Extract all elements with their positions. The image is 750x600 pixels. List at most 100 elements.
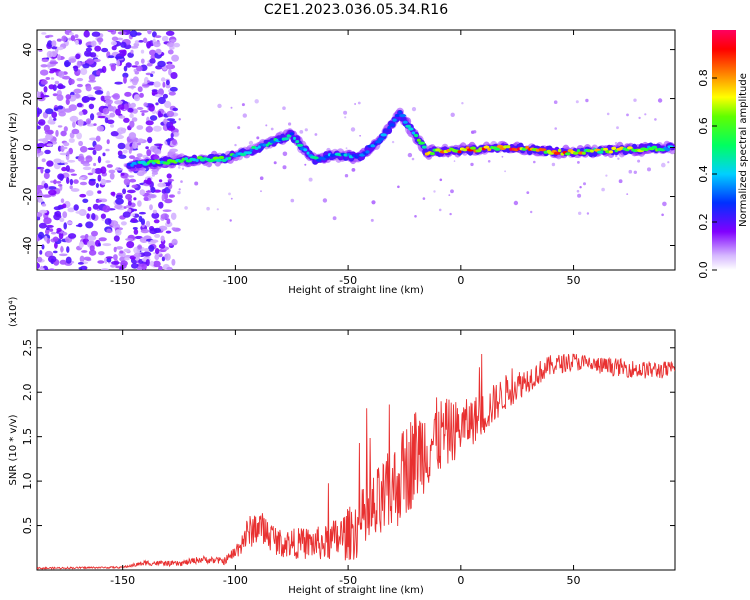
noise-speck <box>58 111 66 117</box>
noise-speck <box>158 243 166 249</box>
noise-speck <box>132 227 138 230</box>
noise-speck <box>254 99 259 104</box>
noise-speck <box>106 228 112 233</box>
noise-speck <box>40 79 48 85</box>
noise-speck <box>157 182 167 188</box>
noise-speck <box>110 124 114 128</box>
noise-speck <box>127 52 134 58</box>
noise-speck <box>106 139 110 145</box>
noise-speck <box>146 41 152 49</box>
noise-speck <box>166 218 171 225</box>
noise-speck <box>74 39 79 45</box>
noise-speck <box>154 94 163 98</box>
noise-speck <box>134 61 140 66</box>
noise-speck <box>171 238 178 246</box>
noise-speck <box>131 263 139 269</box>
noise-speck <box>98 242 101 247</box>
ridge-core <box>408 127 414 131</box>
noise-speck <box>127 201 132 206</box>
ridge-core <box>289 132 295 136</box>
noise-speck <box>180 180 183 183</box>
ridge-core <box>609 150 613 154</box>
noise-speck <box>106 257 112 263</box>
noise-speck <box>133 42 140 48</box>
noise-speck <box>132 78 138 86</box>
noise-speck <box>344 116 347 119</box>
noise-speck <box>229 219 232 222</box>
noise-speck <box>141 112 145 117</box>
noise-speck <box>308 177 313 182</box>
noise-speck <box>166 42 175 47</box>
noise-speck <box>85 155 93 163</box>
noise-speck <box>448 194 451 197</box>
noise-speck <box>256 136 260 140</box>
noise-speck <box>137 244 143 250</box>
noise-speck <box>68 138 75 143</box>
noise-speck <box>91 213 96 220</box>
ridge-core <box>392 118 397 122</box>
noise-speck <box>37 125 41 130</box>
noise-speck <box>504 170 506 173</box>
y-tick-label: 2.0 <box>21 383 34 401</box>
colorbar-tick-label: 0.0 <box>697 261 710 279</box>
noise-speck <box>127 175 135 178</box>
noise-speck <box>181 167 185 170</box>
noise-speck <box>57 125 63 128</box>
noise-speck <box>146 149 152 157</box>
noise-speck <box>82 166 92 171</box>
noise-speck <box>97 156 102 164</box>
noise-speck <box>48 189 57 196</box>
noise-speck <box>140 218 145 226</box>
noise-speck <box>65 256 72 264</box>
noise-speck <box>145 190 152 193</box>
noise-speck <box>88 103 95 110</box>
ridge-core <box>303 148 308 152</box>
x-tick-label: 50 <box>567 274 581 287</box>
noise-speck <box>114 56 124 60</box>
noise-speck <box>662 201 667 207</box>
noise-speck <box>617 157 620 160</box>
noise-speck <box>129 30 138 38</box>
noise-speck <box>41 203 47 207</box>
noise-speck <box>129 120 135 128</box>
noise-speck <box>61 203 67 209</box>
noise-speck <box>282 165 287 170</box>
noise-speck <box>134 71 140 75</box>
colorbar-tick-label: 0.4 <box>697 165 710 183</box>
y-tick-label: 40 <box>21 43 34 57</box>
noise-speck <box>157 110 162 118</box>
colorbar-gradient <box>712 30 736 270</box>
noise-speck <box>37 256 43 263</box>
noise-speck <box>91 168 96 174</box>
noise-speck <box>170 72 178 79</box>
noise-speck <box>59 259 67 265</box>
noise-speck <box>79 146 88 153</box>
noise-speck <box>78 241 84 249</box>
noise-speck <box>97 115 106 119</box>
noise-speck <box>41 32 47 35</box>
noise-speck <box>299 130 304 134</box>
noise-speck <box>82 198 89 203</box>
noise-speck <box>62 146 68 150</box>
noise-speck <box>155 102 159 106</box>
noise-speck <box>101 268 109 270</box>
noise-speck <box>575 100 579 104</box>
noise-speck <box>551 162 556 167</box>
noise-speck <box>131 213 136 217</box>
noise-speck <box>88 74 96 82</box>
noise-speck <box>162 93 168 99</box>
noise-speck <box>97 174 102 182</box>
noise-speck <box>87 147 96 151</box>
noise-speck <box>152 260 161 268</box>
noise-speck <box>136 153 143 158</box>
noise-speck <box>370 218 374 222</box>
noise-speck <box>55 129 59 137</box>
noise-speck <box>40 93 45 100</box>
noise-speck <box>110 264 116 268</box>
noise-speck <box>149 260 154 267</box>
noise-speck <box>133 229 139 235</box>
noise-speck <box>230 106 233 109</box>
noise-speck <box>586 212 590 215</box>
noise-speck <box>138 211 146 215</box>
noise-speck <box>139 110 149 113</box>
